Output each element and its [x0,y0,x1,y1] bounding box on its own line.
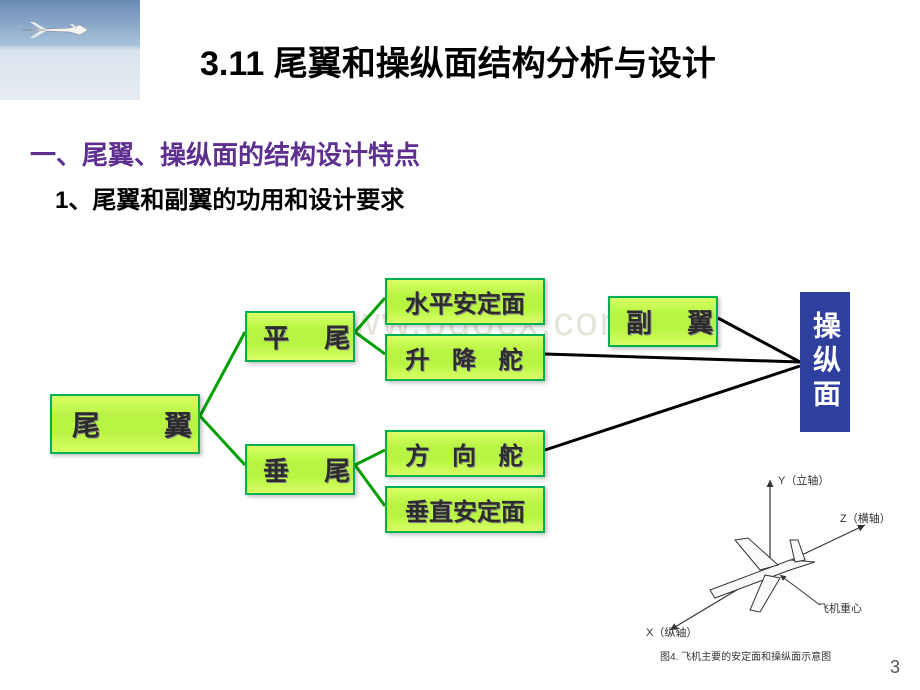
node-elevator: 升 降 舵 [385,334,545,381]
sketch-caption: 图4. 飞机主要的安定面和操纵面示意图 [660,648,831,663]
node-vertical-tail: 垂 尾 [245,444,355,495]
node-aileron-label: 副 翼 [626,308,727,338]
aircraft-axes-sketch: Y（立轴） Z（横轴） X（纵轴） 飞机重心 图4. 飞机主要的安定面和操纵面示… [640,470,900,670]
airplane-icon [20,20,90,40]
axis-x-label: X（纵轴） [646,624,697,640]
page-title: 3.11 尾翼和操纵面结构分析与设计 [200,36,716,85]
node-rudder: 方 向 舵 [385,430,545,477]
cg-label: 飞机重心 [818,600,862,616]
aircraft-sketch-svg [640,470,900,650]
axis-y-label: Y（立轴） [778,472,829,488]
node-h-stabilizer-label: 水平安定面 [405,291,525,318]
node-horizontal-tail: 平 尾 [245,311,355,362]
node-horizontal-tail-label: 平 尾 [263,323,364,353]
node-tail: 尾 翼 [50,394,200,454]
node-h-stabilizer: 水平安定面 [385,278,545,325]
section-heading: 一、尾翼、操纵面的结构设计特点 [30,135,420,172]
corner-sky-image [0,0,140,100]
node-aileron: 副 翼 [608,296,718,347]
node-v-stabilizer: 垂直安定面 [385,486,545,533]
control-surface-label: 操纵面 [805,311,845,413]
node-v-stabilizer-label: 垂直安定面 [405,499,525,526]
node-elevator-label: 升 降 舵 [405,347,530,374]
control-surface-box: 操纵面 [800,292,850,432]
node-vertical-tail-label: 垂 尾 [263,456,364,486]
axis-z-label: Z（横轴） [840,510,891,526]
node-rudder-label: 方 向 舵 [405,443,530,470]
sub-heading: 1、尾翼和副翼的功用和设计要求 [55,180,404,215]
node-tail-label: 尾 翼 [72,410,210,441]
